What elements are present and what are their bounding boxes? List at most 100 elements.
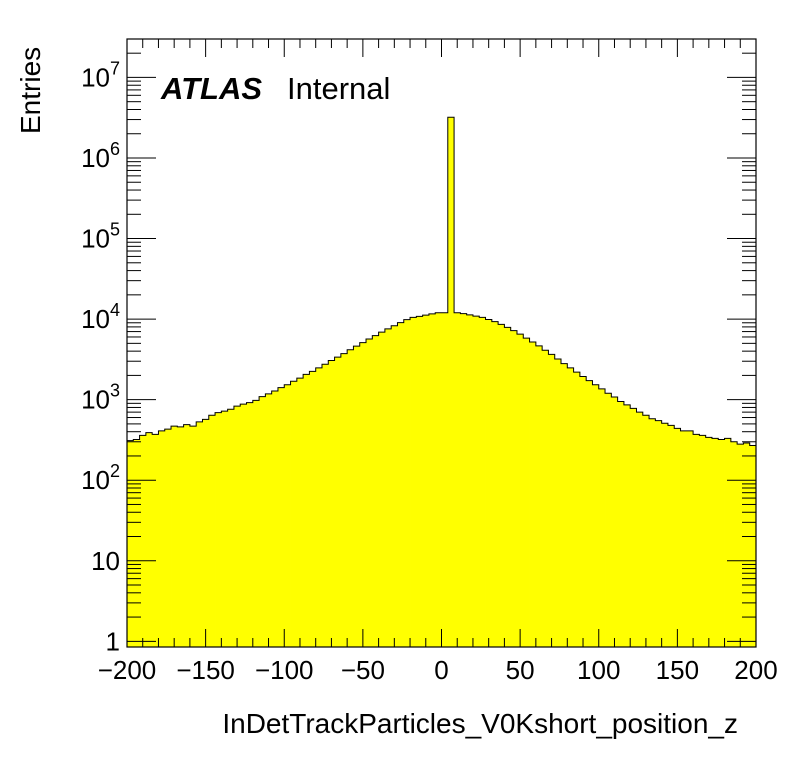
histogram-bin <box>328 360 335 647</box>
histogram-bin <box>561 363 568 647</box>
histogram-bin <box>315 367 323 647</box>
histogram-bin <box>171 426 178 647</box>
histogram-bin <box>271 391 279 647</box>
histogram-bin <box>479 317 486 647</box>
histogram-bin <box>177 426 185 647</box>
histogram-bin <box>523 338 530 647</box>
histogram-bin <box>542 350 549 647</box>
histogram-bin <box>567 367 574 647</box>
x-tick-label: −50 <box>341 655 385 685</box>
histogram-bin <box>139 435 147 647</box>
histogram-bin <box>516 334 524 647</box>
y-axis-ticks <box>127 38 756 642</box>
histogram-bin <box>208 415 216 647</box>
histogram-bin <box>164 429 172 647</box>
histogram-bin <box>296 378 304 647</box>
histogram-bin <box>617 401 625 647</box>
histogram-bin <box>447 117 455 647</box>
histogram-bars <box>127 117 757 647</box>
histogram-bin <box>252 400 260 647</box>
histogram-bin <box>158 430 166 647</box>
histogram-bin <box>586 380 593 647</box>
x-tick-label: −200 <box>98 655 157 685</box>
x-axis-ticks <box>126 39 757 647</box>
histogram-bin <box>359 342 367 647</box>
histogram-bin <box>127 440 134 647</box>
histogram-bin <box>290 381 298 647</box>
histogram-bin <box>259 396 266 647</box>
histogram-bin <box>749 445 757 647</box>
histogram-bin <box>737 444 744 647</box>
histogram-bin <box>504 327 512 647</box>
x-axis-label: InDetTrackParticles_V0Kshort_position_z <box>222 708 738 739</box>
histogram-bin <box>573 372 581 647</box>
histogram-bin <box>133 439 140 647</box>
histogram-bin <box>705 437 713 647</box>
histogram-bin <box>611 396 619 647</box>
histogram-bin <box>711 438 719 647</box>
histogram-bin <box>730 441 738 647</box>
histogram-bin <box>152 434 159 647</box>
histogram-bin <box>347 349 354 647</box>
histogram-bin <box>535 345 543 647</box>
histogram-bin <box>435 312 442 647</box>
y-tick-label: 10 <box>91 546 120 576</box>
histogram-bin <box>391 325 398 647</box>
histogram-bin <box>699 435 707 647</box>
histogram-bin <box>472 316 480 647</box>
y-tick-label: 1 <box>106 626 120 656</box>
y-tick-label: 102 <box>81 461 120 495</box>
histogram-bin <box>145 432 153 647</box>
histogram-bin <box>485 319 493 647</box>
histogram-bin <box>649 418 656 647</box>
histogram-bin <box>340 353 348 647</box>
histogram-bin <box>246 402 254 647</box>
histogram-bin <box>334 357 342 647</box>
histogram-bin <box>554 358 562 647</box>
histogram-bin <box>661 423 669 647</box>
histogram-bin <box>416 316 424 647</box>
x-tick-label: −150 <box>176 655 235 685</box>
histogram-bin <box>598 388 606 647</box>
histogram-bin <box>403 319 411 647</box>
histogram-bin <box>196 421 203 647</box>
histogram-bin <box>623 404 631 647</box>
histogram-bin <box>605 393 612 647</box>
histogram-bin <box>667 425 675 647</box>
histogram-bin <box>202 419 210 647</box>
histogram-bin <box>284 384 291 647</box>
histogram-bin <box>724 438 732 647</box>
histogram-bin <box>491 321 499 647</box>
histogram-bin <box>454 312 461 647</box>
atlas-label: ATLAS <box>160 71 262 106</box>
histogram-bin <box>397 322 405 647</box>
histogram-bin <box>221 411 229 647</box>
histogram-bin <box>466 314 474 647</box>
histogram-bin <box>303 374 310 647</box>
y-tick-label: 106 <box>81 139 120 173</box>
histogram-bin <box>718 439 725 647</box>
histogram-bin <box>227 409 235 647</box>
histogram-bin <box>743 442 751 647</box>
histogram-bin <box>686 430 694 647</box>
histogram-bin <box>183 424 191 647</box>
histogram-bin <box>321 364 329 647</box>
histogram-bin <box>215 412 222 647</box>
histogram-bin <box>410 317 417 647</box>
histogram-bin <box>378 332 386 647</box>
histogram-bin <box>384 328 392 647</box>
histogram-bin <box>592 384 600 647</box>
histogram-bin <box>428 313 436 647</box>
y-axis-label: Entries <box>15 47 46 134</box>
x-tick-label: 150 <box>656 655 699 685</box>
histogram-bin <box>529 341 537 647</box>
histogram-bin <box>498 324 505 647</box>
histogram-bin <box>693 434 700 647</box>
histogram-bin <box>265 393 273 647</box>
x-tick-label: 100 <box>577 655 620 685</box>
histogram-bin <box>636 412 644 647</box>
x-tick-label: 50 <box>506 655 535 685</box>
x-tick-label: −100 <box>255 655 314 685</box>
histogram-bin <box>353 346 361 647</box>
